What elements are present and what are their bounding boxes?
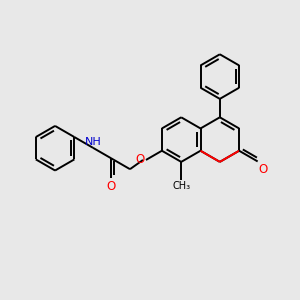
Text: CH₃: CH₃ xyxy=(172,181,190,191)
Text: NH: NH xyxy=(85,136,101,147)
Text: O: O xyxy=(136,153,145,166)
Text: O: O xyxy=(259,163,268,176)
Text: O: O xyxy=(107,180,116,193)
